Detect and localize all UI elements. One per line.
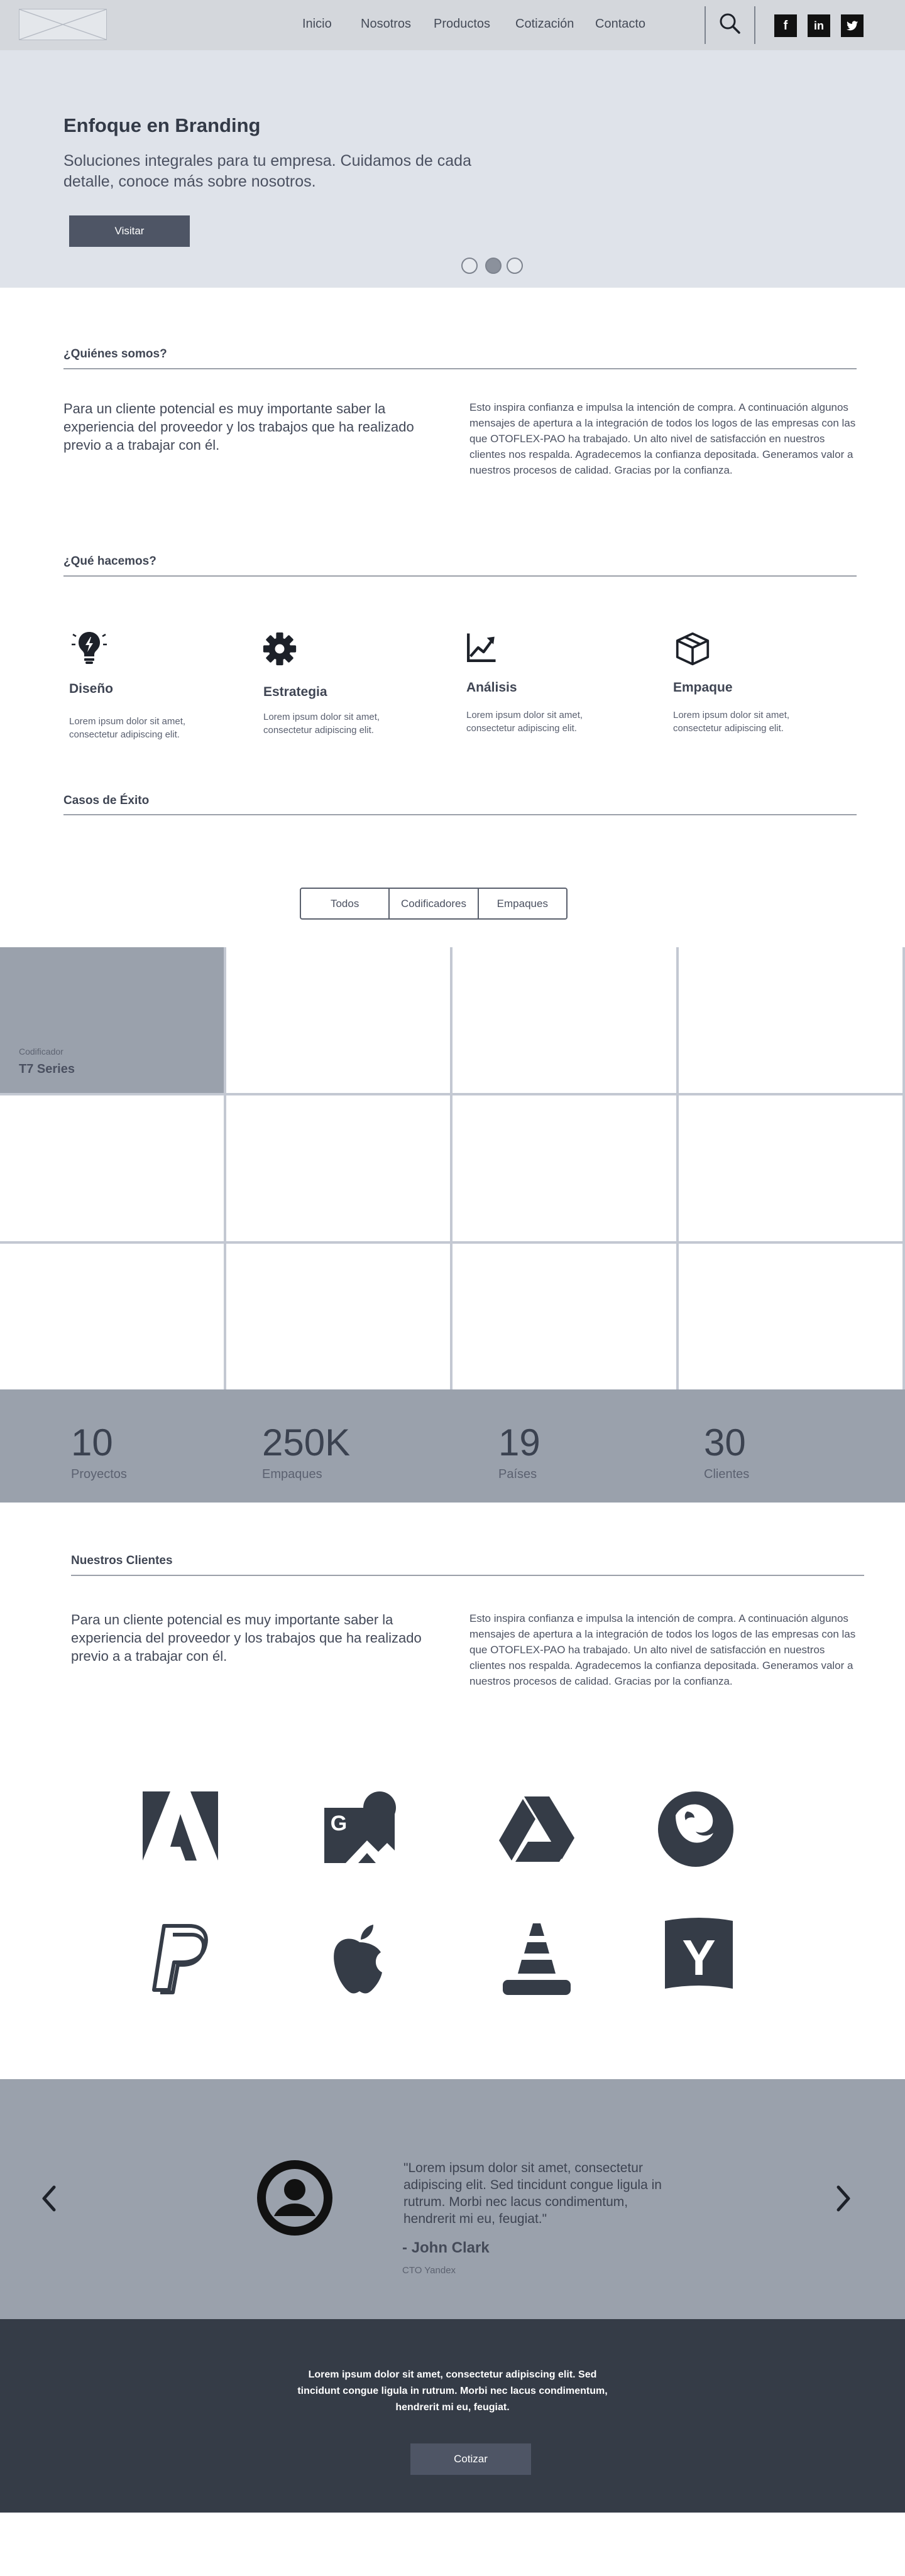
about-detail: Esto inspira confianza e impulsa la inte… [469, 401, 856, 476]
clients-title: Nuestros Clientes [71, 1554, 173, 1567]
stat-value: 19 [498, 1421, 540, 1464]
stat-value: 10 [71, 1421, 113, 1464]
testimonial-quote: "Lorem ipsum dolor sit amet, consectetur… [403, 2161, 662, 2226]
service-desc: Lorem ipsum dolor sit amet, consectetur … [466, 710, 583, 734]
service-title: Empaque [673, 680, 733, 695]
footer-text: Lorem ipsum dolor sit amet, consectetur … [297, 2369, 608, 2413]
gallery-item[interactable] [226, 947, 450, 1093]
gallery-item[interactable] [679, 1244, 902, 1389]
stat-label: Empaques [262, 1467, 322, 1481]
google-images-icon: G [321, 1790, 398, 1868]
gallery-item[interactable] [679, 947, 902, 1093]
hero-banner: Enfoque en Branding Soluciones integrale… [0, 50, 905, 288]
facebook-icon[interactable]: f [774, 14, 797, 37]
chart-icon [465, 631, 503, 669]
gallery-item[interactable] [0, 1095, 224, 1241]
chevron-right-icon[interactable] [831, 2180, 856, 2217]
stat-value: 30 [704, 1421, 746, 1464]
avatar [255, 2158, 334, 2237]
testimonial-role: CTO Yandex [402, 2265, 456, 2276]
nav-productos[interactable]: Productos [434, 17, 491, 31]
visit-button[interactable]: Visitar [69, 215, 190, 247]
paypal-icon [141, 1921, 219, 1999]
header-divider [705, 6, 706, 44]
gallery-item[interactable]: Codificador T7 Series [0, 947, 224, 1093]
clients-intro: Para un cliente potencial es muy importa… [71, 1612, 422, 1664]
section-divider [63, 814, 857, 815]
svg-text:G: G [331, 1812, 347, 1835]
section-divider [63, 368, 857, 369]
carousel-dot-2[interactable] [485, 258, 502, 274]
case-gallery: Codificador T7 Series [0, 947, 905, 1389]
vlc-icon [498, 1921, 576, 1999]
gallery-item-name: T7 Series [19, 1062, 75, 1076]
gear-icon [262, 631, 300, 669]
tab-empaques[interactable]: Empaques [496, 897, 548, 910]
tab-codificadores[interactable]: Codificadores [390, 889, 479, 918]
nav-nosotros[interactable]: Nosotros [361, 17, 412, 31]
filter-tabs: Todos Codificadores Empaques [300, 888, 568, 920]
services-title: ¿Qué hacemos? [63, 555, 156, 568]
service-desc: Lorem ipsum dolor sit amet, consectetur … [69, 716, 186, 740]
service-title: Estrategia [263, 685, 327, 699]
header-divider [754, 6, 755, 44]
stat-label: Proyectos [71, 1467, 127, 1481]
adobe-icon [141, 1790, 219, 1868]
linkedin-icon[interactable]: in [808, 14, 830, 37]
service-title: Diseño [69, 682, 114, 696]
box-icon [674, 631, 711, 669]
stat-label: Países [498, 1467, 537, 1481]
carousel-dot-3[interactable] [507, 258, 523, 274]
lightbulb-icon [70, 628, 108, 666]
testimonial-author: - John Clark [402, 2239, 490, 2256]
site-footer: Lorem ipsum dolor sit amet, consectetur … [0, 2319, 905, 2513]
google-drive-icon [498, 1790, 576, 1868]
about-title: ¿Quiénes somos? [63, 347, 167, 361]
hero-title: Enfoque en Branding [63, 114, 261, 136]
gallery-item[interactable] [679, 1095, 902, 1241]
testimonial-section: "Lorem ipsum dolor sit amet, consectetur… [0, 2079, 905, 2319]
apple-icon [321, 1921, 398, 1999]
logo-placeholder[interactable] [19, 9, 107, 40]
firefox-icon [657, 1790, 735, 1868]
nav-cotizacion[interactable]: Cotización [515, 17, 574, 31]
gallery-item[interactable] [226, 1095, 450, 1241]
stat-value: 250K [262, 1421, 351, 1464]
about-intro: Para un cliente potencial es muy importa… [63, 401, 414, 453]
nav-inicio[interactable]: Inicio [302, 17, 332, 31]
section-divider [71, 1575, 864, 1576]
service-title: Análisis [466, 680, 517, 695]
stat-label: Clientes [704, 1467, 750, 1481]
quote-button[interactable]: Cotizar [410, 2443, 531, 2475]
twitter-icon[interactable] [841, 14, 864, 37]
gallery-item[interactable] [452, 947, 676, 1093]
nav-contacto[interactable]: Contacto [595, 17, 646, 31]
carousel-dot-1[interactable] [461, 258, 478, 274]
gallery-item[interactable] [452, 1095, 676, 1241]
site-header: Inicio Nosotros Productos Cotización Con… [0, 0, 905, 50]
svg-text:Y: Y [682, 1930, 715, 1986]
cases-title: Casos de Éxito [63, 794, 150, 807]
chevron-left-icon[interactable] [36, 2180, 62, 2217]
gallery-item[interactable] [452, 1244, 676, 1389]
gallery-item-category: Codificador [19, 1046, 63, 1057]
section-divider [63, 575, 857, 577]
gallery-item[interactable] [0, 1244, 224, 1389]
hero-subtitle: Soluciones integrales para tu empresa. C… [63, 152, 471, 190]
service-desc: Lorem ipsum dolor sit amet, consectetur … [263, 712, 380, 736]
search-icon[interactable] [719, 13, 740, 34]
clients-detail: Esto inspira confianza e impulsa la inte… [469, 1612, 856, 1687]
yandex-icon: Y [660, 1916, 738, 1994]
tab-todos[interactable]: Todos [301, 889, 390, 918]
stats-band: 10 Proyectos 250K Empaques 19 Países 30 … [0, 1389, 905, 1503]
service-desc: Lorem ipsum dolor sit amet, consectetur … [673, 710, 790, 734]
gallery-item[interactable] [226, 1244, 450, 1389]
